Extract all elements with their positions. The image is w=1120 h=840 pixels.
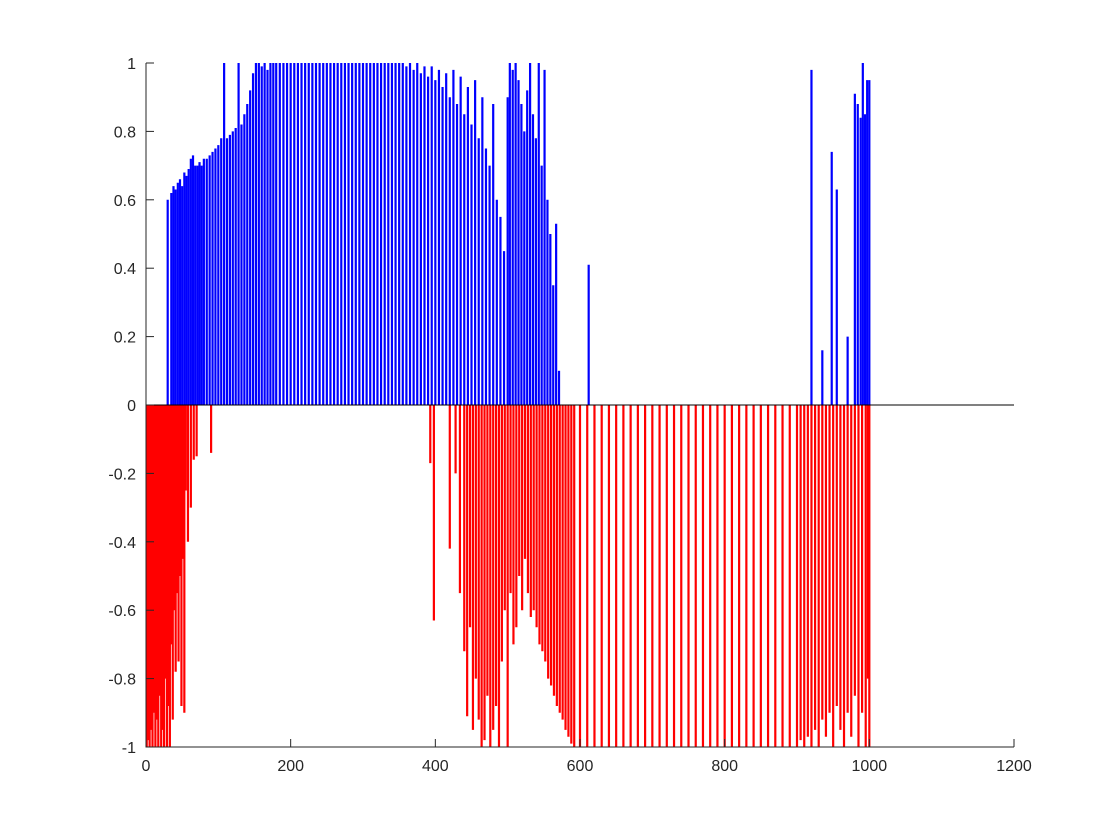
y-tick-label: 0.8: [114, 124, 136, 141]
x-tick-label: 200: [277, 758, 304, 775]
x-tick-label: 0: [142, 758, 151, 775]
x-tick-label: 1200: [996, 758, 1032, 775]
y-tick-label: -0.8: [108, 672, 136, 689]
y-tick-label: 0.6: [114, 193, 136, 210]
x-tick-label: 800: [711, 758, 738, 775]
y-tick-label: 1: [127, 56, 136, 73]
y-tick-label: 0.2: [114, 330, 136, 347]
y-tick-label: -1: [122, 740, 136, 757]
y-tick-label: 0: [127, 398, 136, 415]
x-tick-label: 600: [567, 758, 594, 775]
ticks-layer: 0 200 400 600 800 1000 1200 -1 -0.8 -0.6 -0.4 -0.2 0…: [108, 56, 1031, 775]
y-tick-label: -0.4: [108, 535, 136, 552]
bars-layer: [145, 63, 871, 747]
x-tick-label: 1000: [852, 758, 888, 775]
y-tick-label: -0.6: [108, 603, 136, 620]
y-tick-label: -0.2: [108, 466, 136, 483]
x-tick-label: 400: [422, 758, 449, 775]
y-tick-label: 0.4: [114, 261, 136, 278]
